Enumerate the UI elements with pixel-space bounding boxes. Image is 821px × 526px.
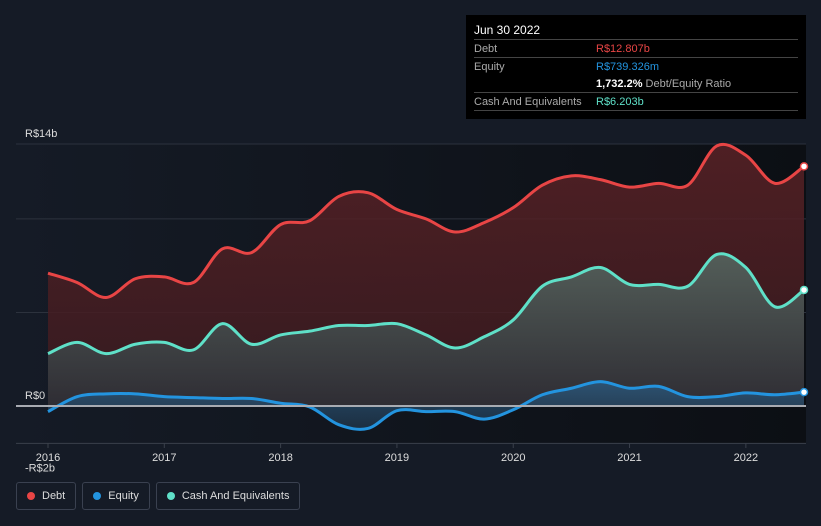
- cash-dot-icon: [166, 492, 175, 500]
- tooltip-debt-label: Debt: [474, 42, 498, 55]
- x-tick-label: 2021: [617, 452, 641, 464]
- x-tick-label: 2019: [385, 452, 409, 464]
- x-tick-label: 2018: [268, 452, 292, 464]
- legend: Debt Equity Cash And Equivalents: [16, 482, 301, 510]
- tooltip-cash-value: R$6.203b: [596, 95, 644, 108]
- debt-dot-icon: [27, 492, 35, 500]
- tooltip-ratio-label: Debt/Equity Ratio: [645, 77, 732, 90]
- legend-item-debt[interactable]: Debt: [16, 482, 77, 510]
- y-tick-label: R$14b: [25, 128, 57, 140]
- legend-label: Cash And Equivalents: [181, 490, 290, 502]
- endpoint-debt: [799, 162, 809, 171]
- legend-item-cash[interactable]: Cash And Equivalents: [155, 482, 301, 510]
- equity-dot-icon: [93, 492, 102, 500]
- tooltip-debt-value: R$12.807b: [596, 42, 650, 55]
- legend-item-equity[interactable]: Equity: [82, 482, 150, 510]
- tooltip-cash-label: Cash And Equivalents: [474, 95, 582, 108]
- line-equity: [47, 380, 805, 431]
- tooltip-equity-value: R$739.326m: [596, 60, 659, 73]
- tooltip-ratio-value: 1,732.2%: [596, 77, 643, 90]
- line-debt: [47, 142, 805, 299]
- area-cash-and-equivalents: [48, 253, 804, 406]
- y-tick-label: R$0: [25, 390, 45, 402]
- x-tick-label: 2016: [36, 452, 60, 464]
- endpoint-cash-and-equivalents: [799, 285, 809, 295]
- endpoint-equity: [799, 387, 809, 397]
- x-tick-label: 2020: [501, 452, 525, 464]
- legend-label: Equity: [108, 490, 139, 502]
- tooltip-equity-label: Equity: [474, 60, 505, 73]
- tooltip-date: Jun 30 2022: [474, 23, 541, 37]
- x-tick-label: 2022: [734, 452, 758, 464]
- y-tick-label: -R$2b: [25, 462, 55, 474]
- area-equity: [48, 381, 804, 430]
- x-tick-label: 2017: [152, 452, 176, 464]
- line-cash-and-equivalents: [47, 252, 805, 356]
- legend-label: Debt: [42, 490, 66, 502]
- tooltip: Jun 30 2022 Debt R$12.807b Equity R$739.32…: [466, 15, 806, 119]
